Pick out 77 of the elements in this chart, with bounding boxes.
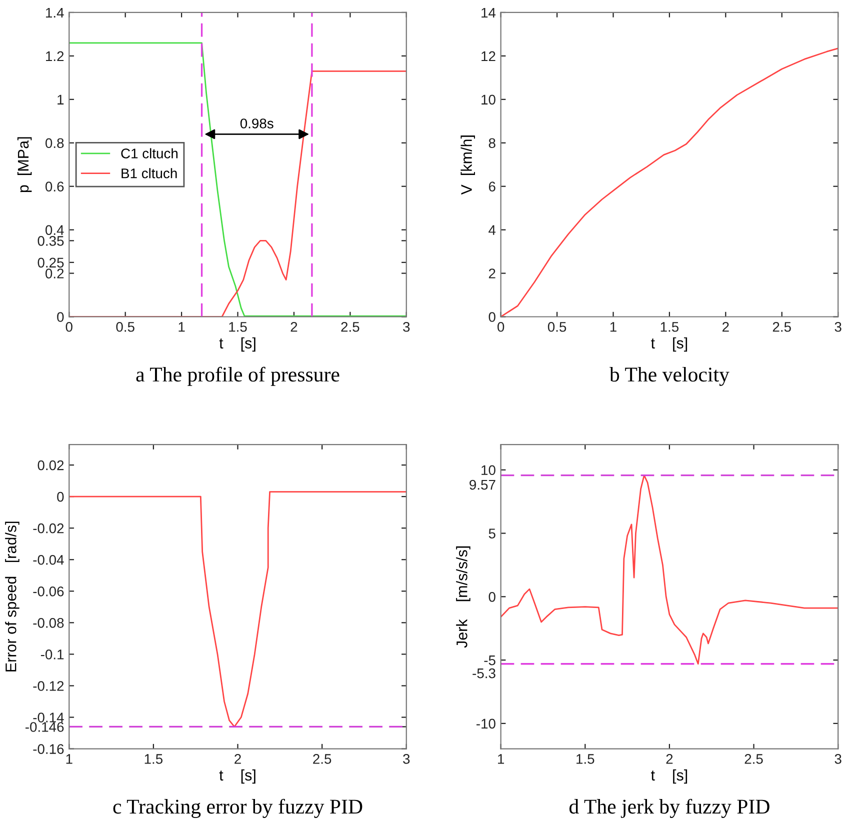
- x-tick-label: 3: [834, 754, 842, 764]
- annotation: 0.98s: [240, 118, 274, 128]
- y-tick-label: 0: [57, 492, 64, 502]
- y-axis-title: Jerk [m/s/s/s]: [456, 546, 470, 648]
- y-tick-label: 10: [482, 465, 496, 476]
- y-axis-title: Error of speed [rad/s]: [5, 522, 20, 672]
- y-tick-label: 0.4: [45, 225, 64, 235]
- y-tick-label: 0.2: [45, 268, 64, 278]
- y-tick-label: 0: [488, 592, 496, 602]
- x-tick-label: 0.5: [548, 322, 566, 332]
- x-tick-label: 1.5: [576, 754, 594, 764]
- x-tick-label: 1: [178, 322, 185, 332]
- y-tick-label: -0.14: [33, 712, 64, 722]
- y-axis-title: p [MPa]: [17, 137, 32, 192]
- y-axis-title: V [km/h]: [460, 136, 475, 195]
- y-tick-label: -0.1: [40, 650, 64, 660]
- line-series: [500, 474, 838, 665]
- x-tick-label: 2: [722, 322, 729, 332]
- y-tick-label: -0.16: [33, 744, 64, 754]
- x-tick-label: 1: [498, 754, 504, 764]
- y-tick-label: 0: [488, 312, 496, 322]
- x-tick-label: 1.5: [144, 754, 163, 764]
- x-tick-label: 2.5: [772, 322, 791, 332]
- line-series: [69, 491, 406, 728]
- x-axis-title: t [s]: [651, 337, 688, 352]
- x-tick-label: 0.5: [116, 322, 134, 332]
- x-tick-label: 3: [403, 322, 410, 332]
- x-tick-label: 2: [290, 322, 298, 332]
- y-tick-label: 0.02: [38, 460, 64, 470]
- x-tick-label: 3: [834, 322, 842, 332]
- text: b The velocity: [609, 366, 730, 386]
- x-tick-label: 1: [610, 322, 616, 332]
- x-axis-title: t [s]: [651, 769, 688, 784]
- x-tick-label: 1: [66, 754, 72, 764]
- y-tick-label: -0.146: [26, 722, 64, 732]
- x-axis-title: t [s]: [219, 337, 256, 352]
- ref-line-label: 9.57: [470, 480, 496, 490]
- y-tick-label: -0.04: [33, 554, 64, 565]
- ref-line-label: -5.3: [472, 668, 496, 678]
- y-tick-label: 0.8: [45, 138, 64, 148]
- y-tick-label: -0.02: [33, 523, 64, 534]
- y-tick-label: 8: [488, 138, 496, 148]
- y-tick-label: 1: [58, 94, 64, 104]
- x-tick-label: 2: [666, 754, 673, 764]
- x-tick-label: 2.5: [313, 754, 332, 764]
- y-tick-label: -10: [476, 718, 496, 729]
- x-tick-label: 0: [498, 322, 504, 332]
- y-tick-label: 6: [488, 182, 496, 192]
- text: c Tracking error by fuzzy PID: [113, 798, 362, 818]
- x-tick-label: 0: [66, 322, 72, 332]
- y-tick-label: 10: [482, 94, 496, 105]
- y-tick-label: -0.06: [33, 586, 64, 596]
- x-tick-label: 3: [403, 754, 410, 764]
- y-tick-label: 12: [482, 51, 496, 61]
- y-tick-label: 0.35: [38, 236, 64, 246]
- y-tick-label: -5: [484, 656, 496, 666]
- x-tick-label: 1.5: [229, 322, 247, 332]
- text: d The jerk by fuzzy PID: [569, 798, 770, 818]
- y-tick-label: 2: [488, 268, 496, 278]
- x-axis-title: t [s]: [219, 769, 256, 784]
- y-tick-label: -0.08: [33, 618, 64, 628]
- legend-label: C1 cltuch: [121, 148, 178, 158]
- x-tick-label: 2: [234, 754, 241, 764]
- y-tick-label: 4: [488, 225, 496, 235]
- y-tick-label: 1.4: [46, 8, 64, 18]
- y-tick-label: 14: [482, 8, 496, 18]
- legend-label: B1 cltuch: [122, 168, 177, 178]
- y-tick-label: 1.2: [46, 51, 64, 61]
- y-tick-label: 0: [57, 312, 64, 322]
- x-tick-label: 1.5: [660, 322, 679, 332]
- x-tick-label: 2.5: [341, 322, 360, 332]
- x-tick-label: 2.5: [744, 754, 763, 764]
- y-tick-label: 0.6: [45, 182, 64, 192]
- y-tick-label: 5: [488, 528, 496, 538]
- y-tick-label: 0.25: [38, 258, 64, 268]
- text: a The profile of pressure: [136, 366, 340, 386]
- y-tick-label: -0.12: [33, 681, 64, 691]
